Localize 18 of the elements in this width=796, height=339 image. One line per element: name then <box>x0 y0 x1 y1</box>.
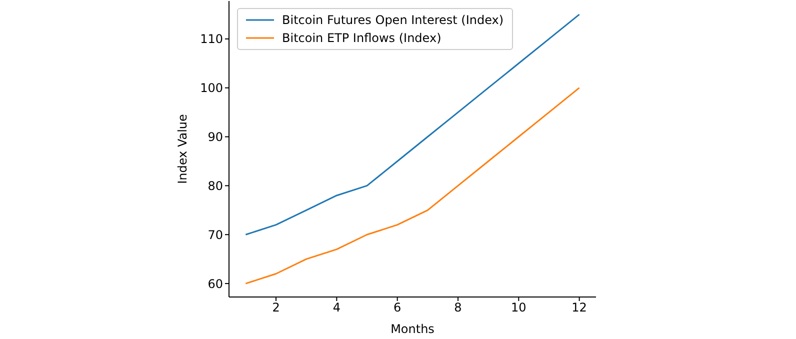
y-tick-label: 90 <box>208 130 223 144</box>
y-tick-label: 60 <box>208 276 223 291</box>
x-tick-label: 2 <box>272 300 280 315</box>
line-series <box>244 87 580 284</box>
y-tick-label: 80 <box>208 178 223 193</box>
y-tick-label: 110 <box>200 32 223 46</box>
line-series <box>244 14 580 236</box>
y-axis-title: Index Value <box>175 114 190 184</box>
legend-label: Bitcoin Futures Open Interest (Index) <box>282 12 504 29</box>
y-tick-label: 70 <box>208 228 223 242</box>
y-tick-label: 100 <box>200 81 223 96</box>
legend-label: Bitcoin ETP Inflows (Index) <box>282 30 442 47</box>
x-tick-label: 12 <box>572 300 587 315</box>
x-tick-label: 10 <box>511 300 526 315</box>
x-tick-label: 6 <box>394 300 402 315</box>
x-axis-title: Months <box>390 322 434 336</box>
x-tick-label: 4 <box>332 300 340 315</box>
x-tick-label: 8 <box>454 300 462 315</box>
